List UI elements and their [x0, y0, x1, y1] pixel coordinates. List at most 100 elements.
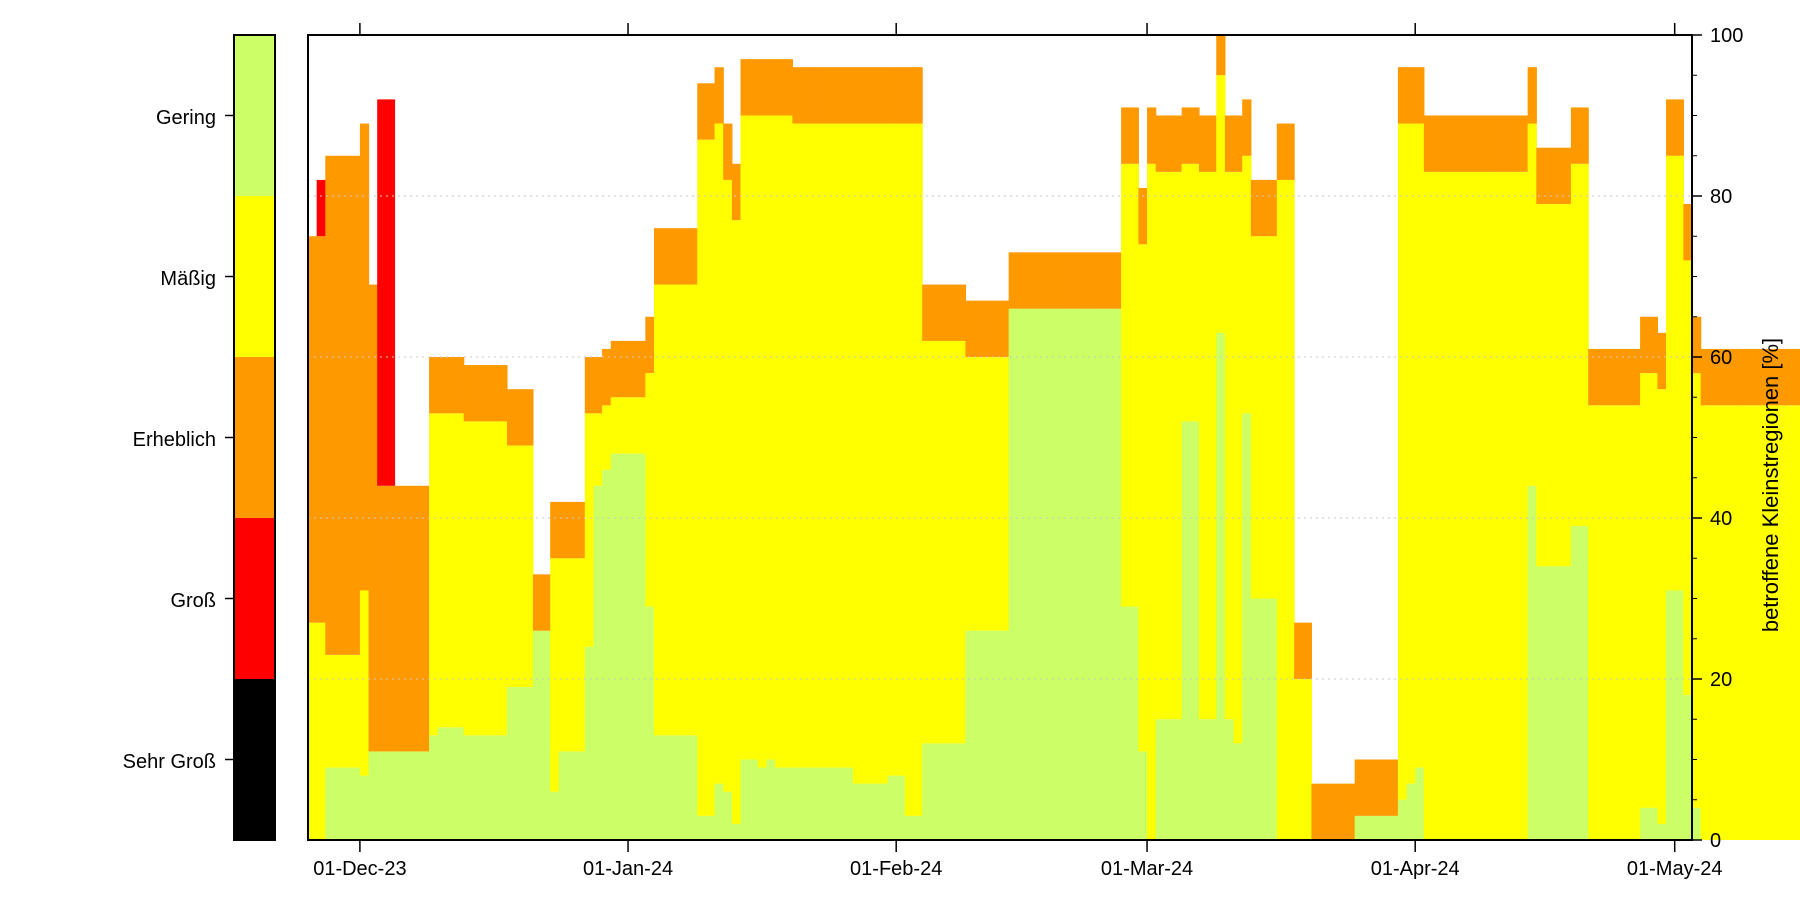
bar-erheblich-day-61 [835, 67, 845, 124]
bar-erheblich-day-2 [325, 155, 335, 655]
bar-massig-day-66 [878, 123, 889, 784]
legend-label-massig: Mäßig [160, 268, 216, 290]
bar-erheblich-day-154 [1640, 316, 1650, 374]
bar-massig-day-0 [308, 622, 318, 840]
bar-erheblich-day-164 [1726, 348, 1736, 406]
x-tick-label-mar: 01-Mar-24 [1101, 858, 1193, 880]
bar-gering-day-2 [325, 767, 335, 840]
bar-erheblich-day-73 [939, 284, 949, 341]
bar-massig-day-95 [1129, 163, 1139, 607]
bar-massig-day-2 [325, 654, 335, 768]
bar-massig-day-129 [1423, 171, 1434, 841]
bar-erheblich-day-48 [723, 123, 733, 180]
bar-erheblich-day-161 [1700, 348, 1710, 406]
bar-gering-day-19 [472, 735, 482, 840]
bar-massig-day-76 [965, 357, 975, 631]
bar-massig-day-158 [1674, 155, 1684, 591]
bar-gering-day-56 [792, 767, 802, 840]
bar-gering-day-20 [481, 735, 491, 840]
bar-gering-day-12 [411, 751, 422, 840]
bar-massig-day-32 [584, 413, 595, 647]
bar-erheblich-day-40 [654, 228, 664, 285]
bar-massig-day-23 [506, 445, 517, 688]
bar-erheblich-day-112 [1276, 123, 1287, 180]
bar-massig-day-113 [1285, 179, 1295, 840]
bar-massig-day-102 [1190, 163, 1200, 422]
bar-erheblich-day-56 [792, 67, 802, 124]
bar-erheblich-day-144 [1553, 147, 1563, 205]
bar-erheblich-day-57 [801, 67, 811, 124]
bar-gering-day-85 [1043, 308, 1053, 840]
bar-massig-day-3 [333, 654, 344, 768]
bar-erheblich-day-96 [1138, 187, 1148, 245]
bar-massig-day-55 [783, 115, 793, 768]
bar-massig-day-97 [1147, 163, 1157, 841]
bar-massig-day-29 [558, 558, 569, 752]
bar-massig-day-133 [1458, 171, 1468, 841]
bar-gross-day-8 [377, 99, 387, 486]
bar-erheblich-day-165 [1735, 348, 1745, 406]
bar-massig-day-40 [654, 284, 664, 736]
legend-label-sehr-gross: Sehr Groß [123, 751, 216, 773]
bar-massig-day-30 [567, 558, 577, 752]
bar-massig-day-19 [472, 421, 482, 736]
y-axis-tick-labels: 0 20 40 60 80 100 [1710, 25, 1743, 852]
bar-erheblich-day-7 [368, 284, 378, 752]
bar-massig-day-130 [1432, 171, 1442, 841]
bar-gering-day-102 [1190, 421, 1200, 840]
bar-massig-day-71 [922, 340, 932, 744]
bar-massig-day-157 [1666, 155, 1676, 591]
bar-gering-day-157 [1666, 590, 1676, 840]
bar-massig-day-100 [1173, 171, 1183, 720]
bar-erheblich-day-24 [515, 389, 525, 446]
bar-massig-day-39 [645, 373, 655, 607]
bar-erheblich-day-81 [1008, 252, 1018, 309]
legend-swatch-massig [234, 196, 275, 357]
bar-gering-day-50 [740, 759, 750, 840]
bar-erheblich-day-67 [887, 67, 897, 124]
bar-massig-day-171 [1787, 405, 1797, 840]
bar-gering-day-15 [437, 727, 447, 840]
bar-massig-day-154 [1640, 373, 1650, 808]
bar-erheblich-day-108 [1242, 99, 1252, 156]
bar-massig-day-140 [1519, 171, 1529, 841]
bar-massig-day-131 [1441, 171, 1451, 841]
bar-erheblich-day-28 [550, 501, 560, 559]
bar-massig-day-98 [1155, 171, 1165, 720]
bar-erheblich-day-44 [688, 228, 698, 285]
bar-massig-day-172 [1795, 405, 1800, 840]
bar-erheblich-day-151 [1614, 348, 1624, 406]
bar-gering-day-22 [498, 735, 508, 840]
bar-massig-day-33 [593, 413, 603, 486]
bar-gering-day-69 [904, 815, 915, 840]
bar-gering-day-104 [1207, 719, 1217, 840]
bar-massig-day-150 [1605, 405, 1615, 840]
legend-colorbar [225, 34, 276, 841]
bar-gering-day-13 [420, 751, 430, 840]
bar-gering-day-52 [757, 767, 768, 840]
bar-erheblich-day-147 [1579, 107, 1589, 164]
bar-erheblich-day-149 [1596, 348, 1607, 406]
bar-massig-day-65 [870, 123, 880, 784]
bar-massig-day-161 [1700, 405, 1710, 840]
bar-erheblich-day-159 [1683, 204, 1693, 261]
bar-gering-day-27 [541, 630, 551, 840]
bar-erheblich-day-34 [602, 348, 612, 406]
bar-erheblich-day-99 [1164, 115, 1174, 172]
bar-erheblich-day-115 [1302, 622, 1312, 679]
bar-gering-day-63 [852, 783, 863, 840]
bar-massig-day-50 [740, 115, 750, 760]
bar-gering-day-62 [844, 767, 854, 840]
bar-massig-day-5 [351, 654, 361, 768]
bar-gering-day-31 [576, 751, 586, 840]
bar-erheblich-day-60 [827, 67, 837, 124]
bar-erheblich-day-11 [403, 485, 413, 752]
bar-erheblich-day-97 [1147, 107, 1157, 164]
bar-gering-day-158 [1674, 590, 1684, 840]
bar-massig-day-106 [1224, 171, 1235, 720]
bar-gering-day-106 [1224, 719, 1235, 840]
bar-massig-day-38 [636, 397, 646, 454]
bar-massig-day-163 [1717, 405, 1728, 840]
bar-massig-day-153 [1631, 405, 1641, 840]
bar-gering-day-105 [1216, 332, 1226, 840]
